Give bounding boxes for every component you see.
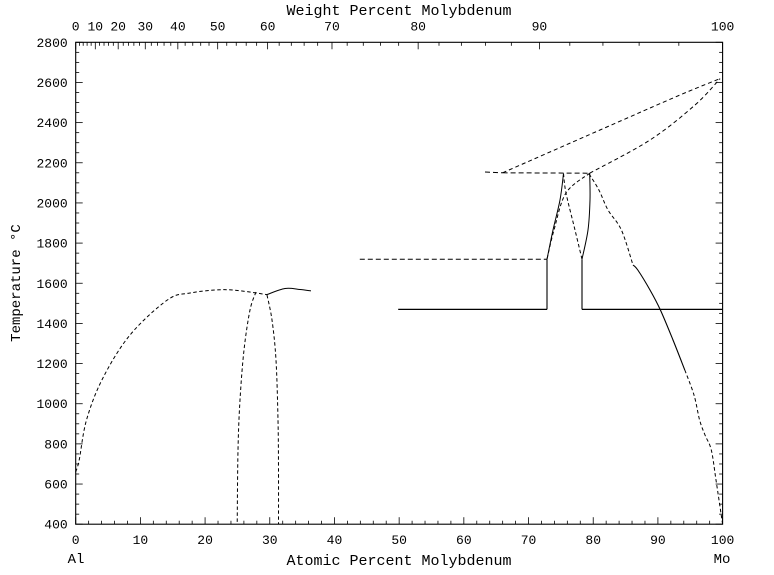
svg-text:Temperature °C: Temperature °C xyxy=(9,224,25,342)
svg-text:70: 70 xyxy=(521,533,537,548)
svg-text:90: 90 xyxy=(532,19,548,34)
svg-text:0: 0 xyxy=(72,533,80,548)
svg-text:2600: 2600 xyxy=(36,76,67,91)
svg-text:10: 10 xyxy=(87,19,103,34)
svg-text:1400: 1400 xyxy=(36,317,67,332)
svg-text:1800: 1800 xyxy=(36,237,67,252)
svg-text:50: 50 xyxy=(210,19,226,34)
svg-text:80: 80 xyxy=(410,19,426,34)
svg-text:40: 40 xyxy=(327,533,343,548)
svg-text:70: 70 xyxy=(324,19,340,34)
svg-text:60: 60 xyxy=(456,533,472,548)
svg-text:Atomic Percent Molybdenum: Atomic Percent Molybdenum xyxy=(286,553,511,570)
svg-text:40: 40 xyxy=(170,19,186,34)
svg-text:20: 20 xyxy=(197,533,213,548)
svg-text:80: 80 xyxy=(585,533,601,548)
svg-text:2200: 2200 xyxy=(36,156,67,171)
svg-text:100: 100 xyxy=(711,533,734,548)
svg-text:60: 60 xyxy=(260,19,276,34)
svg-text:0: 0 xyxy=(72,19,80,34)
svg-text:1600: 1600 xyxy=(36,277,67,292)
svg-text:2000: 2000 xyxy=(36,196,67,211)
svg-text:10: 10 xyxy=(133,533,149,548)
svg-text:90: 90 xyxy=(650,533,666,548)
svg-text:Weight Percent Molybdenum: Weight Percent Molybdenum xyxy=(286,3,511,20)
svg-text:20: 20 xyxy=(110,19,126,34)
svg-text:50: 50 xyxy=(391,533,407,548)
svg-text:30: 30 xyxy=(137,19,153,34)
svg-text:1200: 1200 xyxy=(36,357,67,372)
svg-text:400: 400 xyxy=(44,518,67,533)
svg-text:800: 800 xyxy=(44,437,67,452)
svg-text:30: 30 xyxy=(262,533,278,548)
svg-text:600: 600 xyxy=(44,478,67,493)
svg-text:1000: 1000 xyxy=(36,397,67,412)
svg-text:2800: 2800 xyxy=(36,36,67,51)
svg-text:100: 100 xyxy=(711,19,734,34)
svg-text:2400: 2400 xyxy=(36,116,67,131)
svg-text:Mo: Mo xyxy=(714,552,731,568)
svg-text:Al: Al xyxy=(68,552,85,568)
